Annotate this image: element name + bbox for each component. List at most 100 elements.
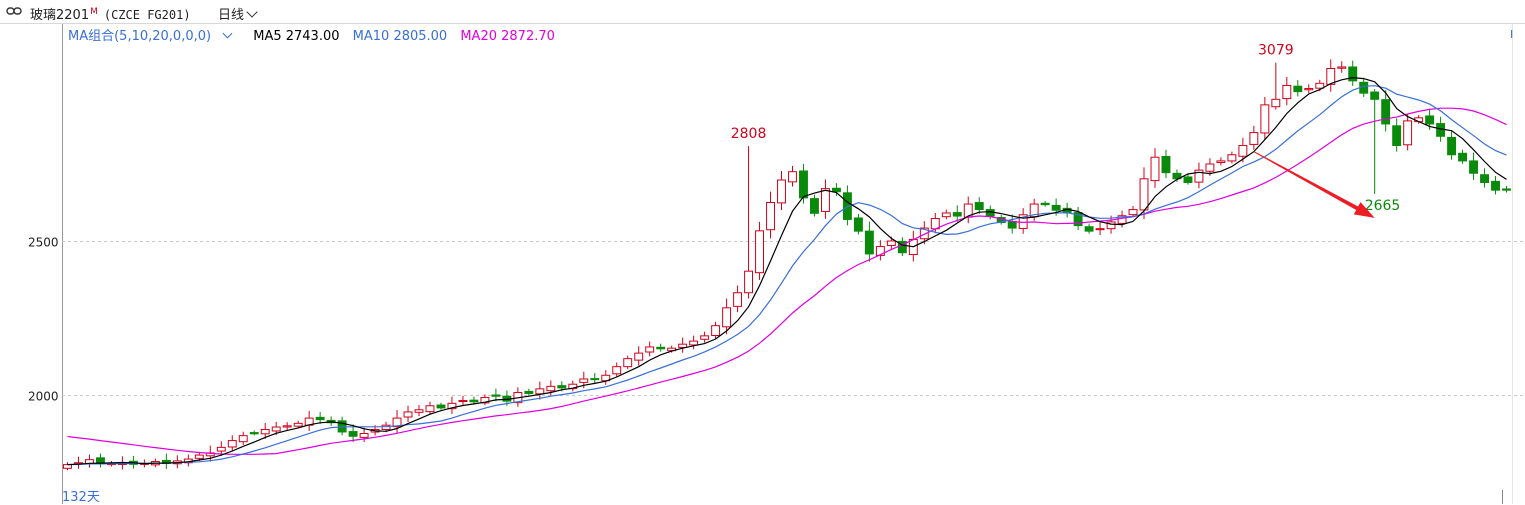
candle-body [1502, 188, 1511, 191]
period-label: 日线 [218, 8, 245, 23]
candle-body [755, 230, 764, 274]
ma10-legend: MA10 2805.00 [352, 29, 448, 44]
instrument-title[interactable]: 玻璃2201M (CZCE FG201) [30, 4, 191, 23]
chart-header: 玻璃2201M (CZCE FG201) 日线 [0, 0, 1525, 24]
candle-body [249, 432, 259, 435]
candle-body [1183, 176, 1193, 183]
candle-body [403, 411, 413, 418]
candle-body [480, 396, 490, 404]
edge-marker: I [1510, 28, 1514, 41]
main-contract-badge: M [90, 6, 98, 17]
candle-body [985, 209, 995, 217]
candle-body [1260, 104, 1270, 134]
candle-body [63, 464, 72, 469]
candle-body [1161, 155, 1171, 174]
candle-body [1117, 215, 1127, 224]
candle-body [645, 346, 655, 353]
candle-body [1381, 99, 1391, 125]
candle-body [392, 417, 402, 428]
candle-body [1073, 212, 1083, 227]
link-icon[interactable] [6, 4, 22, 18]
candle-body [425, 405, 435, 413]
candle-body [1326, 68, 1336, 85]
annotation-3079: 3079 [1258, 43, 1294, 59]
ma5-legend: MA5 2743.00 [253, 29, 340, 44]
ma20-line [67, 107, 1507, 455]
candle-body [1150, 156, 1160, 182]
candle-body [271, 426, 281, 432]
candle-body [1128, 209, 1138, 216]
candle-body [941, 212, 951, 218]
candle-body [524, 390, 534, 394]
candle-body [1370, 91, 1380, 100]
candle-body [864, 230, 874, 255]
candle-body [886, 240, 896, 246]
candle-body [1227, 154, 1237, 162]
candle-body [1051, 204, 1061, 211]
candle-body [722, 307, 732, 328]
candle-body [1447, 136, 1457, 156]
candle-body [1271, 98, 1281, 108]
candle-body [656, 346, 666, 350]
candle-body [1238, 145, 1248, 157]
candle-body [238, 435, 248, 443]
candle-body [700, 335, 710, 340]
candle-body [820, 188, 830, 212]
candle-body [853, 217, 863, 232]
candle-body [1392, 125, 1402, 147]
candle-body [678, 343, 688, 348]
candle-body [634, 352, 644, 361]
candle-body [260, 428, 270, 435]
candle-body [919, 227, 929, 240]
candle-body [1084, 226, 1094, 232]
candle-body [1007, 220, 1017, 229]
period-dropdown[interactable]: 日线 [218, 4, 258, 23]
instrument-code: (CZCE FG201) [103, 8, 191, 22]
candle-body [612, 366, 622, 375]
candle-body [535, 388, 545, 395]
candle-body [777, 179, 786, 204]
candle-body [623, 358, 633, 368]
candle-body [1425, 115, 1435, 125]
candle-body [293, 422, 303, 427]
candle-body [1348, 66, 1358, 82]
candle-body [1216, 160, 1226, 164]
candle-body [810, 198, 819, 214]
ma10-line [67, 85, 1507, 466]
ma5-line [67, 76, 1507, 466]
candle-body [711, 325, 721, 336]
candle-body [282, 425, 292, 428]
candle-body [1315, 82, 1325, 89]
candle-body [974, 202, 984, 211]
ma20-legend: MA20 2872.70 [460, 29, 555, 44]
candle-body [579, 378, 589, 383]
candle-body [952, 212, 962, 217]
bar-count-label: 132天 [62, 490, 100, 505]
candle-body [227, 440, 237, 448]
candle-body [557, 385, 567, 389]
candle-body [491, 394, 501, 397]
instrument-name: 玻璃2201 [30, 8, 90, 23]
candle-body [1040, 202, 1050, 206]
candle-body [348, 431, 358, 437]
candle-body [1249, 132, 1259, 145]
annotation-2665: 2665 [1365, 198, 1401, 214]
candle-body [1293, 85, 1303, 93]
candle-body [1205, 163, 1215, 172]
candle-body [458, 400, 468, 403]
candle-body [744, 270, 754, 294]
ma-combo-selector[interactable]: MA组合(5,10,20,0,0,0) [68, 28, 240, 44]
candle-body [1282, 84, 1292, 100]
y-tick-label-2500: 2500 [28, 236, 59, 250]
candle-body [546, 385, 556, 392]
annotation-2808: 2808 [731, 126, 767, 142]
candle-body [1106, 221, 1116, 230]
chevron-down-icon [222, 28, 233, 39]
candle-body [1403, 120, 1413, 146]
candle-body [1139, 178, 1149, 211]
candle-body [1095, 228, 1105, 231]
candle-body [1337, 66, 1347, 69]
candle-body [359, 433, 369, 438]
candle-body [414, 409, 424, 413]
